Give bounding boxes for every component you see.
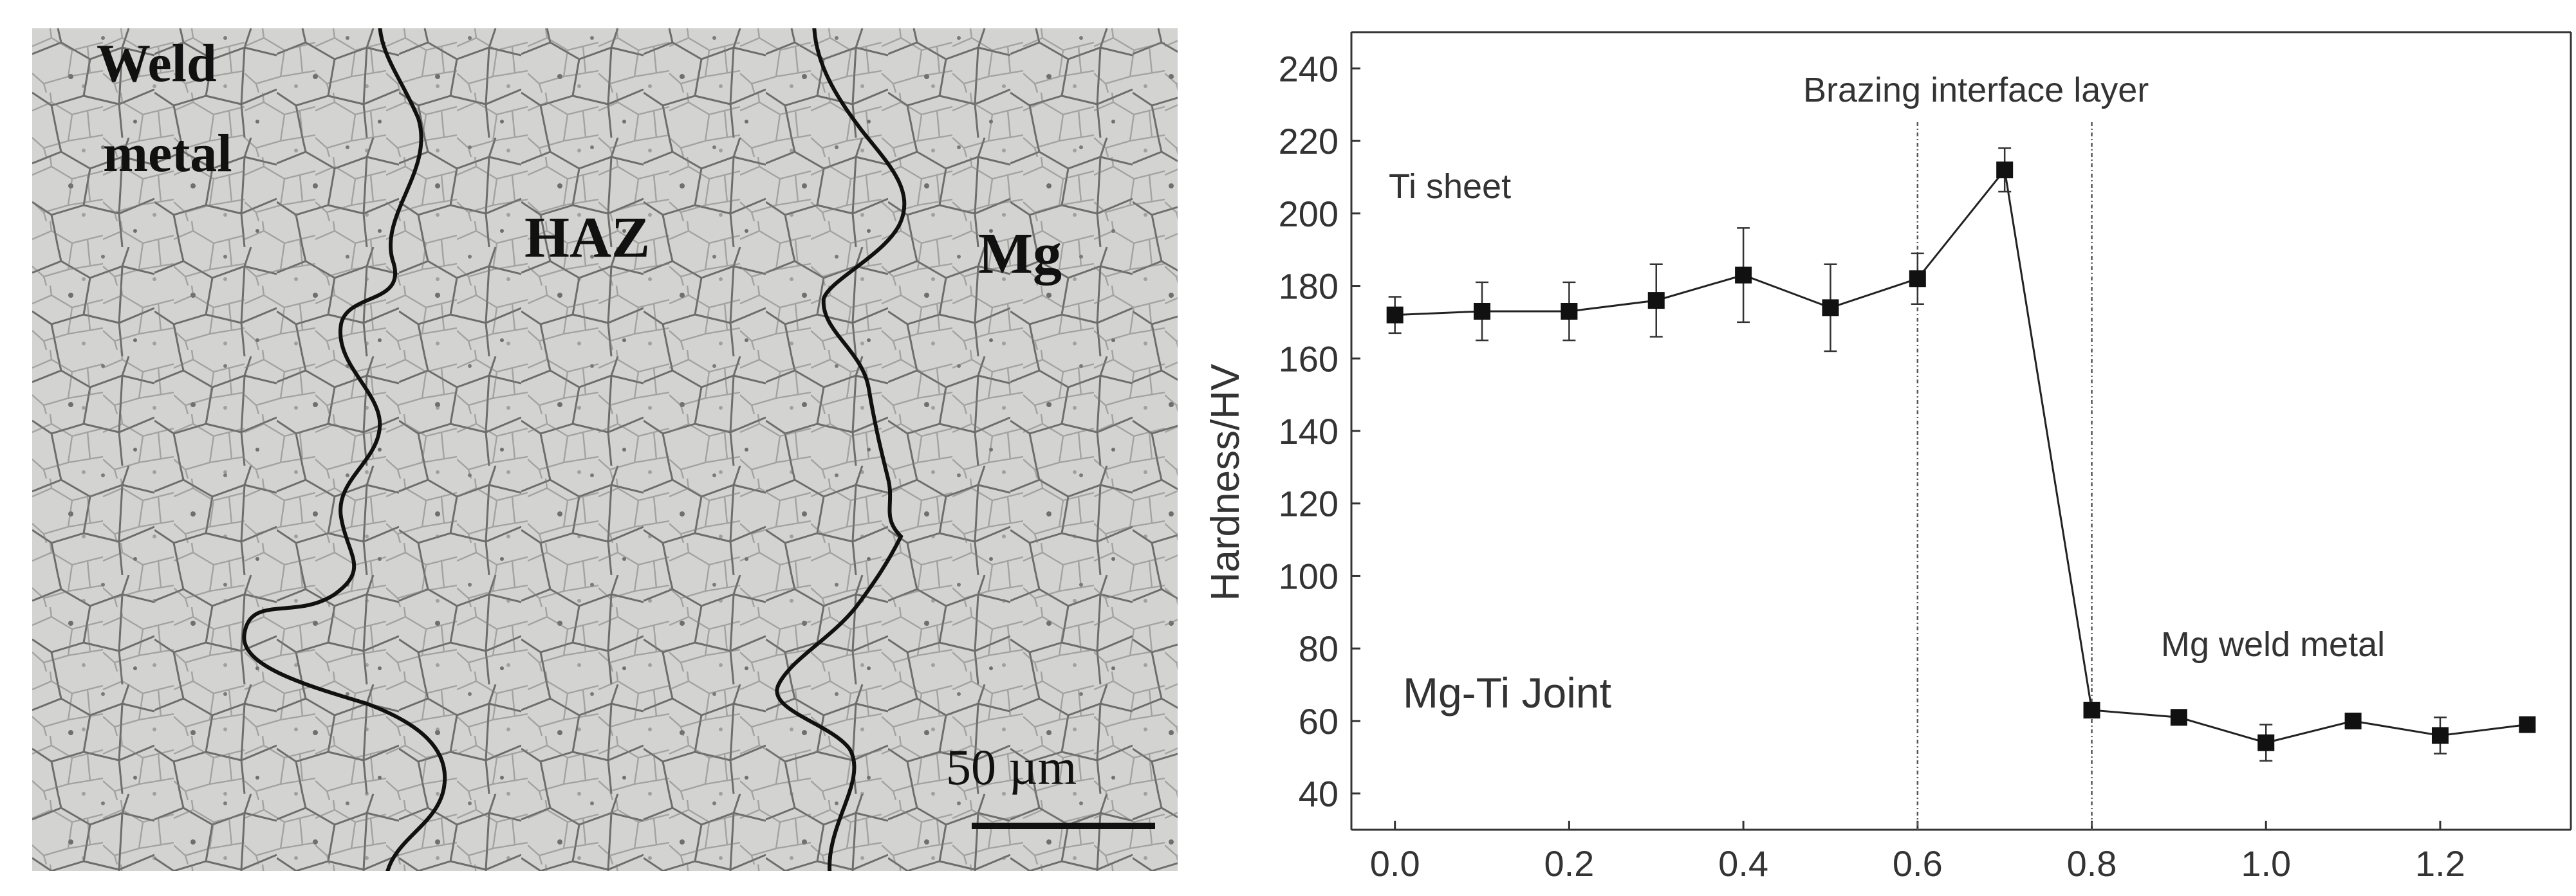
micrograph-image: Weld metal HAZ Mg 50 µm <box>32 28 1178 871</box>
x-tick-label: 0.6 <box>1893 843 1943 884</box>
x-tick-label: 0.4 <box>1718 843 1768 884</box>
y-tick-label: 80 <box>1299 628 1339 669</box>
hardness-series <box>1386 147 2536 762</box>
x-tick-label: 0.8 <box>2067 843 2117 884</box>
weld-haz-boundary-line <box>242 28 447 871</box>
chart-axes <box>1350 31 2572 831</box>
data-point <box>2344 712 2362 729</box>
data-point <box>1822 299 1839 316</box>
y-axis-label: Hardness/HV <box>1203 363 1248 601</box>
x-tick-label: 1.0 <box>2241 843 2291 884</box>
data-point <box>1735 266 1752 284</box>
data-point <box>2257 734 2275 751</box>
y-tick-label: 240 <box>1279 48 1339 89</box>
y-tick-label: 200 <box>1279 194 1339 234</box>
joint-annotation: Mg-Ti Joint <box>1403 669 1611 717</box>
ti-sheet-annotation: Ti sheet <box>1389 167 1511 206</box>
y-tick-label: 220 <box>1279 121 1339 161</box>
haz-mg-boundary-line <box>775 28 907 871</box>
y-tick-label: 140 <box>1279 411 1339 452</box>
data-point <box>2083 702 2100 718</box>
y-tick-label: 180 <box>1279 266 1339 307</box>
weld-label-line1: Weld <box>97 33 217 93</box>
data-point <box>2431 727 2449 744</box>
hardness-chart: 40 60 80 100 120 140 160 180 200 220 240 0.0 0.2 0.4 0… <box>1184 0 2576 896</box>
data-point <box>1909 270 1926 288</box>
hardness-line <box>1395 167 2528 744</box>
data-point <box>1386 306 1404 324</box>
data-point <box>1474 303 1491 320</box>
x-tick-label: 0.0 <box>1370 843 1420 884</box>
scale-bar-label: 50 µm <box>946 739 1077 795</box>
data-point <box>2170 709 2187 726</box>
y-tick-label: 40 <box>1299 774 1339 814</box>
axis-ticks: 40 60 80 100 120 140 160 180 200 220 240 0.0 0.2 0.4 0… <box>1279 48 2465 884</box>
x-tick-label: 1.2 <box>2415 843 2465 884</box>
y-tick-label: 100 <box>1279 556 1339 596</box>
y-tick-label: 120 <box>1279 484 1339 524</box>
interface-annotation: Brazing interface layer <box>1803 71 2149 109</box>
haz-label: HAZ <box>524 206 650 270</box>
x-tick-label: 0.2 <box>1544 843 1594 884</box>
y-tick-label: 160 <box>1279 338 1339 379</box>
data-point <box>1561 303 1578 320</box>
mg-weld-annotation: Mg weld metal <box>2161 625 2385 664</box>
mg-label: Mg <box>978 222 1062 286</box>
data-point <box>1996 161 2014 179</box>
data-point <box>2519 716 2536 733</box>
data-point <box>1647 292 1665 309</box>
weld-label-line2: metal <box>103 123 232 183</box>
interface-lines <box>1916 122 2093 830</box>
y-tick-label: 60 <box>1299 701 1339 742</box>
